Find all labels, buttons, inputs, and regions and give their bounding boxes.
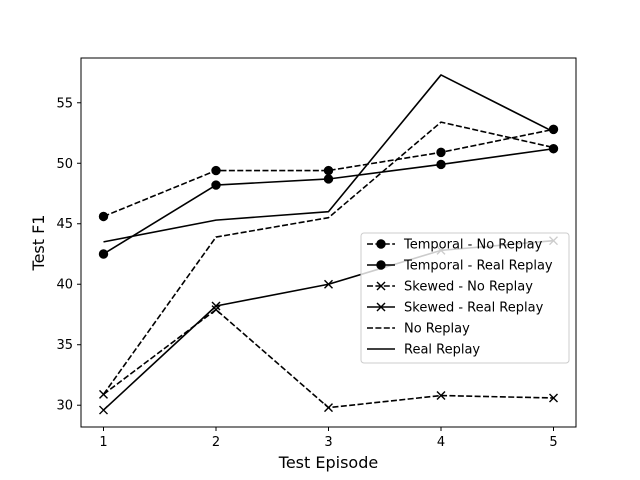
marker-x-stroke [99, 405, 108, 415]
series-line-temporal-no-replay [103, 128, 554, 218]
legend-box [360, 232, 570, 364]
y-tick-label: 35 [56, 338, 73, 353]
series-markers [98, 124, 559, 415]
data-point-skewed-no-replay [99, 389, 108, 399]
legend-marker-skewed-real-replay [376, 302, 386, 312]
y-axis-title: Test F1 [29, 215, 48, 272]
data-point-temporal-real-replay [211, 180, 221, 190]
data-point-skewed-real-replay [99, 405, 108, 415]
x-tick-label: 2 [212, 435, 220, 450]
series-line-no-replay [102, 121, 554, 395]
x-tick-label: 4 [437, 435, 445, 450]
data-point-temporal-no-replay [436, 147, 446, 158]
marker-x-stroke [549, 393, 558, 403]
data-point-temporal-real-replay [548, 144, 559, 154]
data-point-skewed-real-replay [211, 301, 221, 311]
x-tick-label: 1 [99, 435, 107, 450]
data-point-temporal-no-replay [98, 211, 109, 222]
legend-marker-skewed-no-replay [376, 281, 386, 291]
data-point-temporal-no-replay [211, 165, 221, 176]
y-tick-label: 40 [56, 278, 73, 293]
data-point-temporal-no-replay [323, 165, 334, 176]
marker-x-stroke [99, 389, 108, 399]
legend-label-temporal-no-replay: Temporal - No Replay [403, 238, 543, 253]
marker-x-stroke [376, 302, 386, 312]
x-tick-label: 3 [324, 435, 332, 450]
data-point-temporal-real-replay [436, 159, 446, 170]
data-point-skewed-no-replay [324, 403, 333, 413]
marker-x-stroke [211, 305, 221, 315]
data-point-temporal-no-replay [548, 124, 559, 135]
y-tick-label: 45 [56, 217, 73, 232]
x-axis-title: Test Episode [278, 453, 378, 472]
data-point-skewed-no-replay [549, 393, 558, 403]
marker-x-stroke [376, 281, 386, 291]
marker-x-stroke [211, 301, 221, 311]
y-tick-label: 55 [56, 96, 73, 111]
legend-label-no-replay: No Replay [404, 322, 470, 337]
x-tick-label: 5 [549, 435, 557, 450]
legend-marker-temporal-no-replay [376, 239, 386, 249]
legend-label-skewed-real-replay: Skewed - Real Replay [404, 301, 544, 316]
data-point-skewed-no-replay [436, 391, 446, 401]
legend-marker-temporal-real-replay [376, 260, 386, 270]
data-point-temporal-real-replay [98, 249, 109, 259]
y-tick-label: 50 [56, 157, 73, 172]
marker-x-stroke [436, 391, 446, 401]
marker-x-stroke [324, 279, 333, 289]
data-point-skewed-real-replay [324, 279, 333, 289]
legend: Temporal - No Replay Temporal - Real Repl… [360, 232, 570, 364]
legend-label-temporal-real-replay: Temporal - Real Replay [403, 259, 553, 274]
series-line-real-replay [103, 74, 554, 243]
y-tick-label: 30 [56, 399, 73, 414]
legend-label-real-replay: Real Replay [404, 343, 480, 358]
data-point-skewed-no-replay [211, 305, 221, 315]
legend-label-skewed-no-replay: Skewed - No Replay [404, 280, 533, 295]
data-point-temporal-real-replay [323, 174, 334, 184]
marker-x-stroke [324, 403, 333, 413]
